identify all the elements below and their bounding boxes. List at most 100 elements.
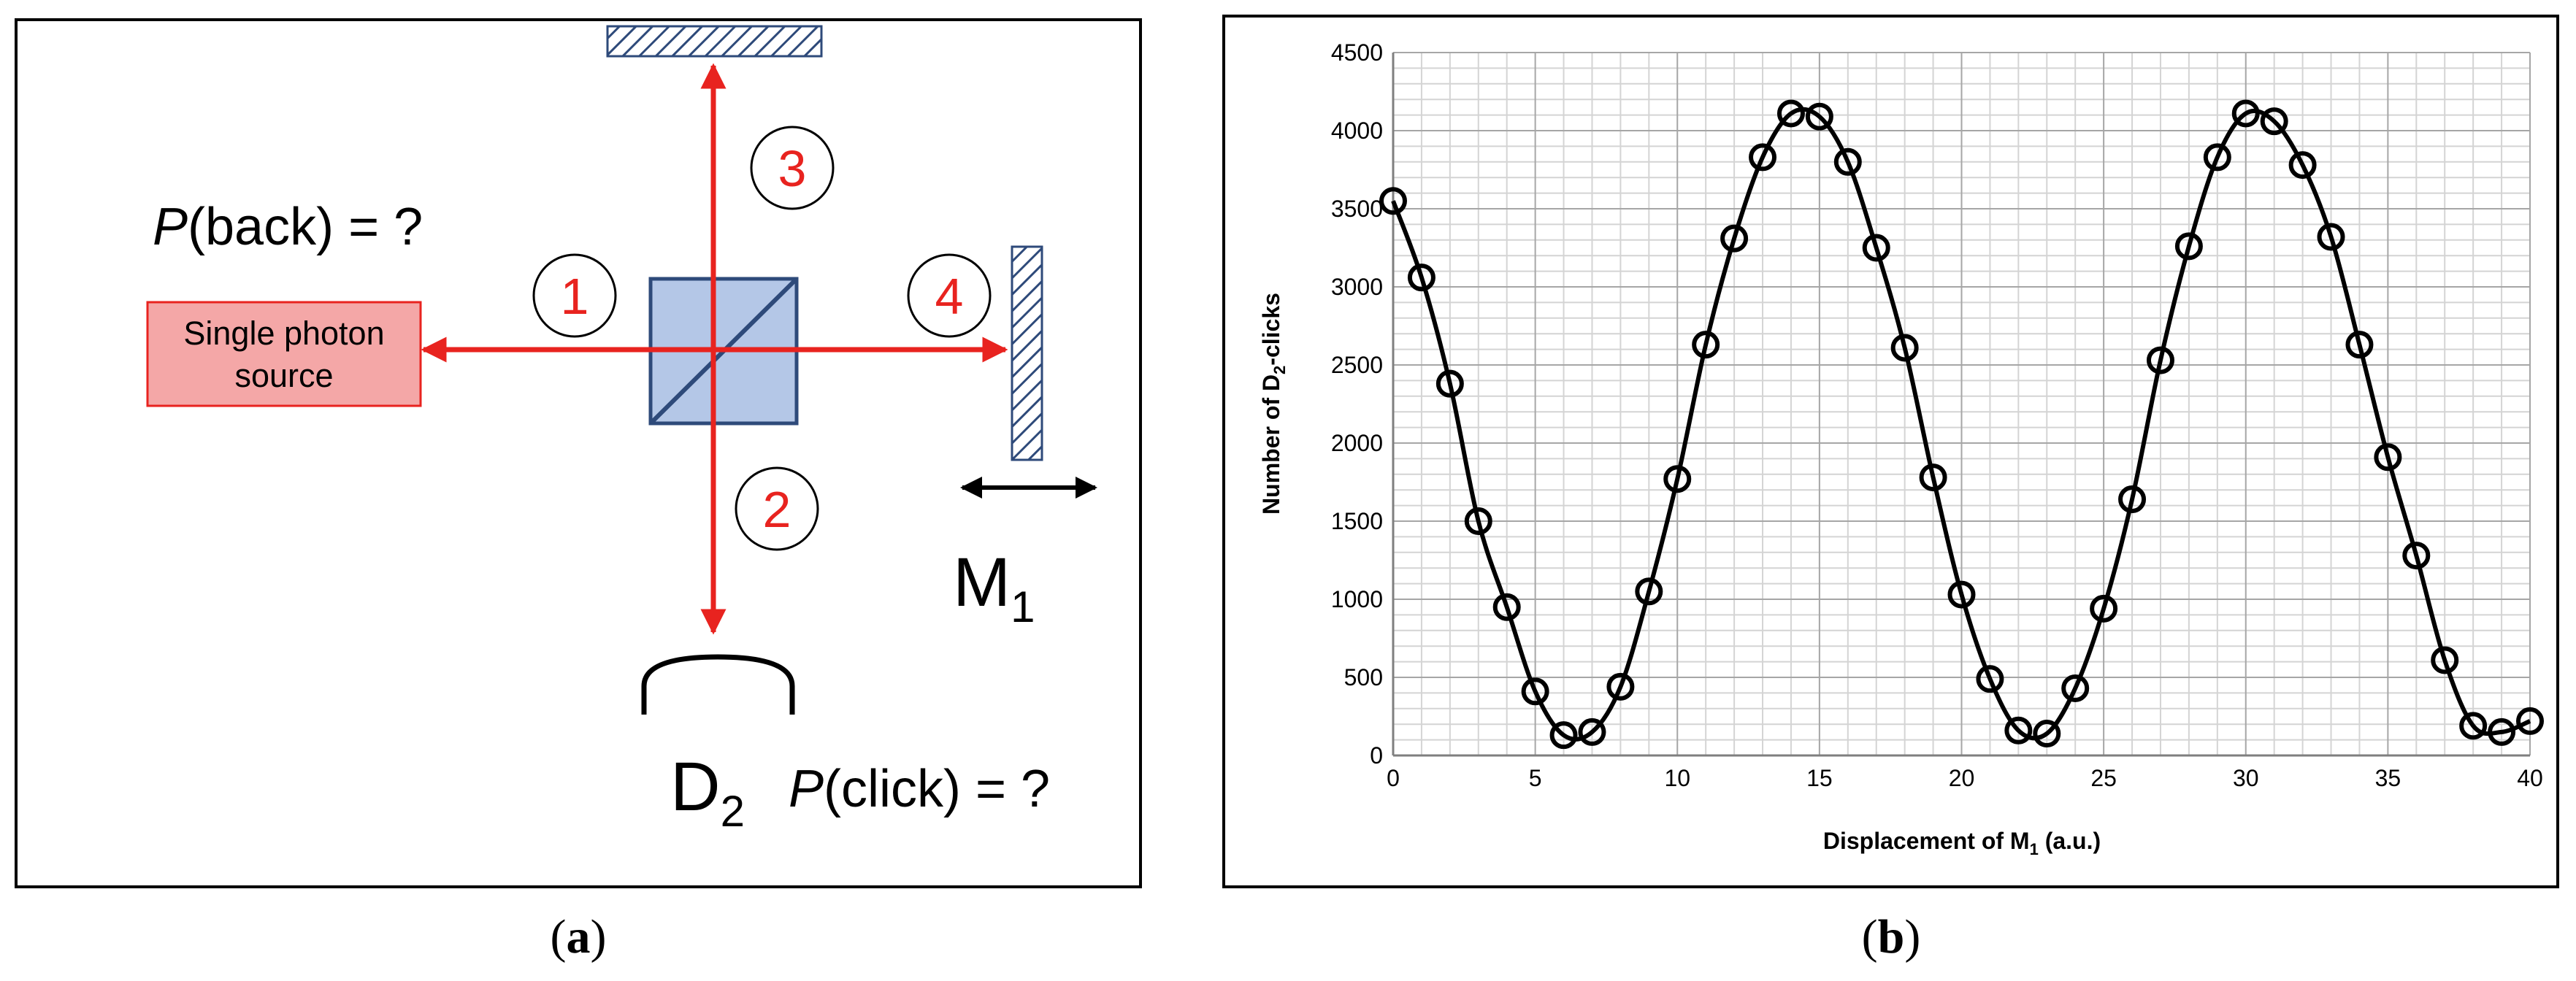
panel-b: 0 5 10 15 20 25 30 35 40 0 500 1000 1500 2000 2500 3000… [1222, 15, 2559, 888]
label-text: (a.u.) [2039, 828, 2101, 854]
data-point [2288, 151, 2317, 180]
data-point [2004, 716, 2033, 745]
label-text: -clicks [1258, 293, 1284, 366]
path-circle [750, 126, 835, 210]
panel-a: Single photon source P(back) = ? 1 2 3 4… [15, 18, 1142, 888]
data-point [1692, 331, 1720, 359]
y-tick-label: 4000 [1331, 118, 1383, 144]
y-tick-label: 3500 [1331, 196, 1383, 222]
prob-symbol: P [789, 760, 824, 818]
data-point [2516, 707, 2544, 735]
data-point [1521, 677, 1549, 706]
data-point [2174, 232, 2203, 261]
mirror-top [606, 25, 823, 58]
y-tick-label: 4500 [1331, 39, 1383, 66]
data-point [1862, 234, 1890, 262]
path-circle [907, 253, 992, 338]
source-label: Single photon [183, 315, 384, 352]
prob-text: (back) = ? [188, 198, 423, 256]
path-circle [735, 466, 819, 551]
y-tick-label: 500 [1344, 664, 1383, 690]
caption: (a) [551, 910, 607, 963]
caption-letter: a [567, 910, 591, 963]
plot: 0 5 10 15 20 25 30 35 40 0 500 1000 1500 2000 2500 3000… [1331, 39, 2544, 791]
data-point [1749, 143, 1777, 172]
data-point [2431, 646, 2459, 674]
data-point [1635, 577, 1663, 606]
data-point [2459, 712, 2488, 740]
data-point [1833, 147, 1862, 176]
data-point [2345, 331, 2374, 359]
caption-letter: b [1878, 910, 1905, 963]
label-sub: 1 [1011, 582, 1035, 631]
y-tick-label: 1000 [1331, 586, 1383, 612]
prob-symbol: P [153, 198, 188, 256]
data-point [2260, 107, 2288, 136]
label-text: Number of D [1258, 374, 1284, 515]
x-tick-label: 35 [2375, 765, 2401, 791]
data-point [1549, 721, 1578, 750]
data-point [1890, 334, 1919, 362]
x-tick-label: 25 [2090, 765, 2117, 791]
label-letter: M [953, 544, 1011, 621]
data-point [1578, 718, 1606, 746]
prob-text: (click) = ? [824, 760, 1050, 818]
photon-source [146, 301, 422, 407]
detector [641, 654, 795, 715]
data-point [1606, 672, 1635, 701]
data-point [2317, 223, 2345, 251]
y-axis-label: Number of D2-clicks [1258, 293, 1289, 515]
detector-label: D2 [670, 748, 745, 836]
data-point [1720, 224, 1749, 253]
data-point [1976, 665, 2004, 693]
path-number: 2 [763, 481, 791, 538]
label-sub: 1 [2030, 840, 2039, 858]
x-tick-label: 0 [1387, 765, 1400, 791]
data-point [1947, 580, 1976, 609]
y-tick-label: 3000 [1331, 274, 1383, 300]
data-point [1379, 187, 1407, 215]
x-tick-label: 30 [2233, 765, 2259, 791]
mirror-m1 [1011, 245, 1043, 461]
path-circle [532, 253, 617, 338]
x-tick-label: 40 [2517, 765, 2543, 791]
data-point [2146, 346, 2174, 374]
data-point [1776, 99, 1805, 128]
data-point [2090, 594, 2118, 623]
y-tick-label: 2000 [1331, 430, 1383, 456]
data-point [2061, 674, 2090, 702]
label-sub: 2 [721, 787, 745, 836]
data-point [2402, 542, 2431, 570]
y-tick-label: 0 [1370, 742, 1383, 769]
data-point [1919, 463, 1947, 492]
data-point [1407, 263, 1435, 292]
data-point [2033, 720, 2061, 748]
caption-paren: ) [591, 910, 607, 963]
caption-paren: ( [1862, 910, 1878, 963]
data-point [1492, 593, 1521, 621]
data-point [2231, 99, 2260, 128]
x-tick-label: 15 [1806, 765, 1833, 791]
panel-frame [15, 18, 1142, 888]
path-number: 1 [561, 268, 589, 325]
data-point [1464, 507, 1492, 535]
label-letter: D [670, 748, 721, 826]
data-point [1663, 465, 1692, 493]
label-sub: 2 [1270, 366, 1289, 374]
data-point [2118, 485, 2147, 514]
y-tick-label: 2500 [1331, 352, 1383, 378]
x-tick-label: 5 [1529, 765, 1542, 791]
x-tick-label: 10 [1664, 765, 1690, 791]
data-point [1435, 369, 1464, 398]
caption-paren: ) [1904, 910, 1920, 963]
path-number: 4 [935, 268, 964, 325]
caption: (b) [1862, 910, 1921, 963]
path-number: 3 [778, 140, 807, 197]
label-text: Displacement of M [1823, 828, 2030, 854]
x-axis-label: Displacement of M1 (a.u.) [1823, 828, 2101, 858]
data-point [1805, 102, 1833, 131]
caption-paren: ( [551, 910, 567, 963]
source-label: source [234, 357, 333, 394]
